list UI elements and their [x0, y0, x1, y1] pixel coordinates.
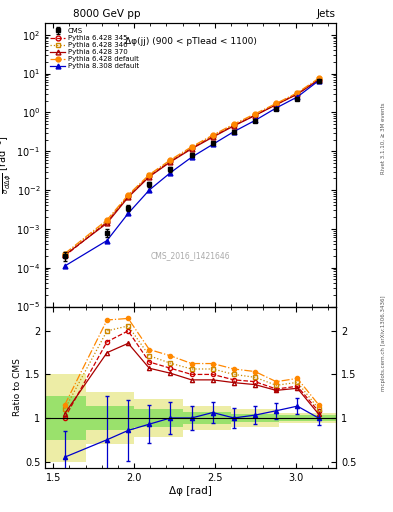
Text: Δφ(jj) (900 < pTlead < 1100): Δφ(jj) (900 < pTlead < 1100) — [125, 37, 257, 46]
Legend: CMS, Pythia 6.428 345, Pythia 6.428 346, Pythia 6.428 370, Pythia 6.428 default,: CMS, Pythia 6.428 345, Pythia 6.428 346,… — [48, 26, 141, 71]
X-axis label: Δφ [rad]: Δφ [rad] — [169, 486, 212, 496]
Text: CMS_2016_I1421646: CMS_2016_I1421646 — [151, 251, 230, 260]
Text: mcplots.cern.ch [arXiv:1306.3436]: mcplots.cern.ch [arXiv:1306.3436] — [381, 295, 386, 391]
Text: 8000 GeV pp: 8000 GeV pp — [73, 9, 140, 19]
Y-axis label: $\frac{1}{\sigma}\frac{d\sigma}{d\Delta\phi}$ [rad$^{-1}$]: $\frac{1}{\sigma}\frac{d\sigma}{d\Delta\… — [0, 135, 13, 194]
Text: Jets: Jets — [317, 9, 336, 19]
Text: Rivet 3.1.10, ≥ 3M events: Rivet 3.1.10, ≥ 3M events — [381, 102, 386, 174]
Y-axis label: Ratio to CMS: Ratio to CMS — [13, 358, 22, 416]
